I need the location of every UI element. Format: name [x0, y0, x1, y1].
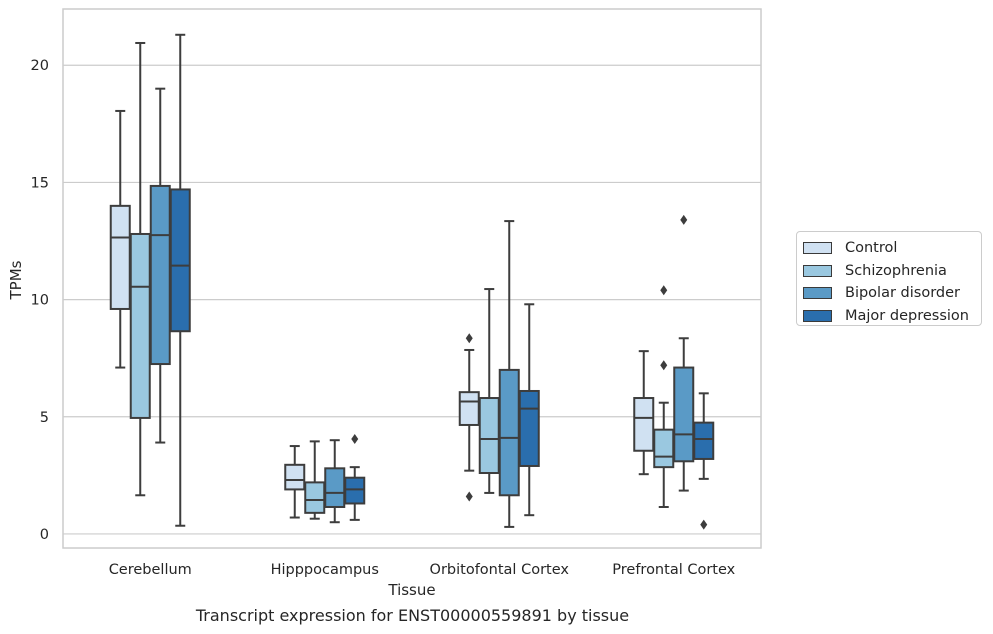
box-body — [693, 421, 715, 460]
y-tick-label: 15 — [31, 175, 49, 191]
outlier-point — [465, 491, 473, 502]
legend-item: Major depression — [797, 305, 981, 328]
outlier-point — [680, 214, 688, 225]
box-body — [498, 368, 520, 497]
x-tick-label: Cerebellum — [109, 562, 192, 578]
box-2-0 — [458, 333, 480, 502]
box-body — [109, 204, 131, 310]
legend-item: Schizophrenia — [797, 260, 981, 283]
box-body — [518, 389, 540, 467]
box-body — [284, 463, 306, 491]
box-2-2 — [498, 220, 520, 528]
legend-swatch — [803, 242, 832, 255]
outlier-point — [700, 519, 708, 530]
box-3-1 — [653, 285, 675, 508]
legend-label: Bipolar disorder — [845, 285, 960, 302]
outlier-point — [465, 333, 473, 344]
x-tick-label: Orbitofontal Cortex — [430, 562, 570, 578]
box-body — [304, 481, 326, 514]
box-3-2 — [673, 214, 695, 492]
outlier-point — [660, 360, 668, 371]
legend-label: Control — [845, 240, 898, 257]
y-tick-label: 5 — [40, 410, 49, 426]
chart-legend: Control Schizophrenia Bipolar disorder Majo… — [796, 231, 982, 326]
box-3-3 — [693, 392, 715, 530]
box-layer — [109, 33, 715, 530]
plot-frame — [62, 8, 762, 549]
box-2-3 — [518, 303, 540, 517]
box-1-2 — [324, 439, 346, 524]
x-tick-label: Prefrontal Cortex — [612, 562, 735, 578]
box-1-1 — [304, 440, 326, 520]
y-tick-label: 10 — [31, 293, 49, 309]
outlier-point — [660, 285, 668, 296]
box-body — [344, 476, 366, 505]
box-body — [653, 428, 675, 469]
figure-caption: Transcript expression for ENST0000055989… — [195, 606, 630, 625]
box-body — [633, 397, 655, 452]
box-body — [478, 397, 500, 475]
box-1-0 — [284, 445, 306, 519]
outlier-point — [351, 434, 359, 445]
box-body — [673, 366, 695, 463]
legend-label: Major depression — [845, 307, 969, 324]
legend-item: Bipolar disorder — [797, 282, 981, 305]
box-body — [324, 467, 346, 508]
box-body — [149, 184, 171, 366]
box-3-0 — [633, 350, 655, 476]
legend-swatch — [803, 309, 832, 322]
box-body — [169, 188, 191, 333]
box-body — [458, 391, 480, 426]
y-tick-label: 20 — [31, 58, 49, 74]
legend-label: Schizophrenia — [845, 262, 947, 279]
x-axis-label: Tissue — [387, 581, 435, 599]
tick-labels: 0 5 10 15 20 Cerebellum Hipppocampus Orbitofont… — [31, 58, 736, 578]
box-0-2 — [149, 87, 171, 444]
x-tick-label: Hipppocampus — [271, 562, 379, 578]
box-2-1 — [478, 288, 500, 494]
legend-swatch — [803, 264, 832, 277]
box-0-3 — [169, 33, 191, 527]
box-1-3 — [344, 434, 366, 521]
box-0-0 — [109, 109, 131, 369]
y-axis-label: TPMs — [7, 260, 25, 300]
y-tick-label: 0 — [40, 527, 49, 543]
box-body — [129, 232, 151, 419]
box-0-1 — [129, 41, 151, 497]
legend-swatch — [803, 287, 832, 300]
legend-item: Control — [797, 237, 981, 260]
